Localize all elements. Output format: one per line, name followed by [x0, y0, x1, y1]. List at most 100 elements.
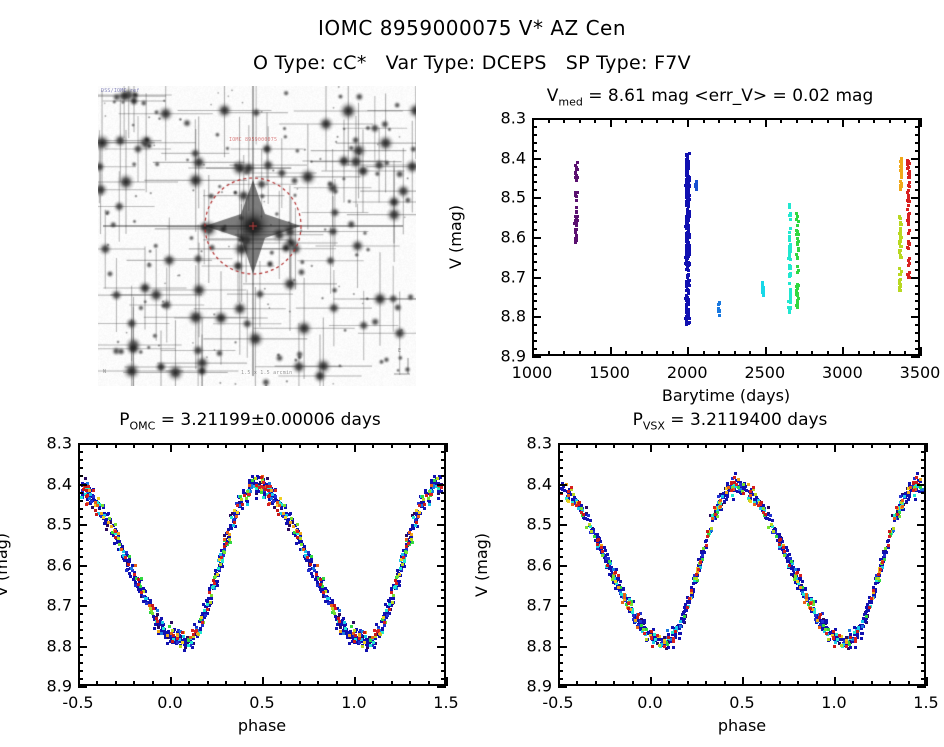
- data-point: [686, 166, 690, 170]
- data-point: [887, 546, 891, 550]
- data-point: [186, 635, 189, 639]
- data-point: [796, 223, 800, 227]
- data-point: [907, 242, 910, 246]
- data-point: [694, 181, 698, 185]
- y-axis-label: V (mag): [446, 204, 465, 270]
- data-point: [353, 629, 357, 632]
- data-point: [906, 217, 910, 221]
- y-major-tick: [558, 443, 567, 445]
- x-minor-tick: [778, 443, 781, 448]
- data-point: [161, 622, 165, 626]
- x-major-tick: [262, 677, 264, 686]
- data-point: [353, 634, 357, 638]
- data-point: [906, 190, 910, 194]
- data-point: [127, 572, 131, 576]
- data-point: [234, 524, 238, 528]
- data-point: [773, 528, 777, 532]
- data-point: [790, 566, 794, 570]
- data-point: [790, 573, 794, 577]
- data-point: [879, 558, 883, 561]
- data-point: [665, 629, 669, 633]
- data-point: [574, 165, 578, 169]
- data-point: [321, 577, 325, 581]
- data-point: [911, 484, 915, 488]
- x-tick-label: 1500: [589, 363, 630, 382]
- data-point: [899, 185, 902, 189]
- data-point: [778, 543, 782, 547]
- x-minor-tick: [563, 351, 566, 356]
- y-minor-tick: [532, 324, 537, 327]
- data-point: [254, 483, 258, 487]
- data-point: [770, 525, 774, 529]
- data-point: [812, 611, 816, 614]
- data-point: [411, 513, 415, 517]
- data-point: [666, 637, 670, 641]
- data-point: [687, 284, 691, 288]
- data-point: [102, 515, 105, 519]
- data-point: [764, 513, 768, 517]
- data-point: [691, 591, 695, 595]
- data-point: [86, 489, 90, 492]
- data-point: [150, 612, 154, 616]
- data-point: [736, 479, 740, 483]
- y-minor-tick: [78, 515, 83, 518]
- data-point: [834, 641, 838, 645]
- data-point: [384, 608, 388, 612]
- data-point: [898, 215, 902, 219]
- data-point: [780, 540, 784, 544]
- data-point: [755, 501, 759, 505]
- data-point: [908, 181, 912, 185]
- data-point: [316, 576, 320, 580]
- data-point: [788, 308, 792, 312]
- x-major-tick: [78, 677, 80, 686]
- data-point: [573, 231, 577, 235]
- data-point: [800, 588, 804, 592]
- data-point: [196, 633, 200, 637]
- data-point: [687, 229, 691, 233]
- data-point: [735, 479, 738, 483]
- data-point: [580, 506, 584, 510]
- data-point: [602, 545, 606, 549]
- data-point: [686, 189, 690, 193]
- x-minor-tick: [826, 351, 829, 356]
- y-minor-tick: [441, 459, 446, 462]
- data-point: [685, 174, 689, 178]
- data-point: [259, 488, 263, 491]
- data-point: [825, 632, 829, 636]
- data-point: [684, 169, 688, 172]
- data-point: [652, 627, 656, 631]
- data-point: [218, 564, 222, 568]
- x-minor-tick: [243, 681, 246, 686]
- data-point: [878, 568, 882, 571]
- x-minor-tick: [613, 443, 616, 448]
- data-point: [686, 246, 690, 250]
- data-point: [876, 581, 879, 585]
- data-point: [584, 526, 588, 530]
- data-point: [701, 551, 705, 554]
- x-tick-label: -0.5: [542, 693, 574, 712]
- data-point: [380, 631, 384, 635]
- data-point: [293, 530, 296, 534]
- data-point: [788, 211, 792, 215]
- data-point: [682, 612, 686, 616]
- data-point: [738, 490, 742, 494]
- x-minor-tick: [888, 351, 891, 356]
- y-minor-tick: [441, 451, 446, 454]
- data-point: [409, 532, 413, 536]
- data-point: [895, 506, 899, 510]
- data-point: [334, 626, 338, 630]
- data-point: [812, 603, 815, 607]
- data-point: [684, 166, 688, 170]
- data-point: [796, 265, 799, 269]
- lightcurve-vmed-title: Vmed = 8.61 mag <err_V> = 0.02 mag: [480, 86, 940, 108]
- data-point: [303, 553, 307, 557]
- y-minor-tick: [532, 284, 537, 287]
- data-point: [203, 616, 207, 620]
- data-point: [705, 530, 709, 534]
- data-point: [866, 608, 870, 612]
- data-point: [742, 486, 746, 490]
- x-minor-tick: [671, 118, 674, 123]
- data-point: [887, 535, 891, 539]
- finding-chart-north-label: N: [103, 369, 107, 375]
- data-point: [662, 643, 666, 647]
